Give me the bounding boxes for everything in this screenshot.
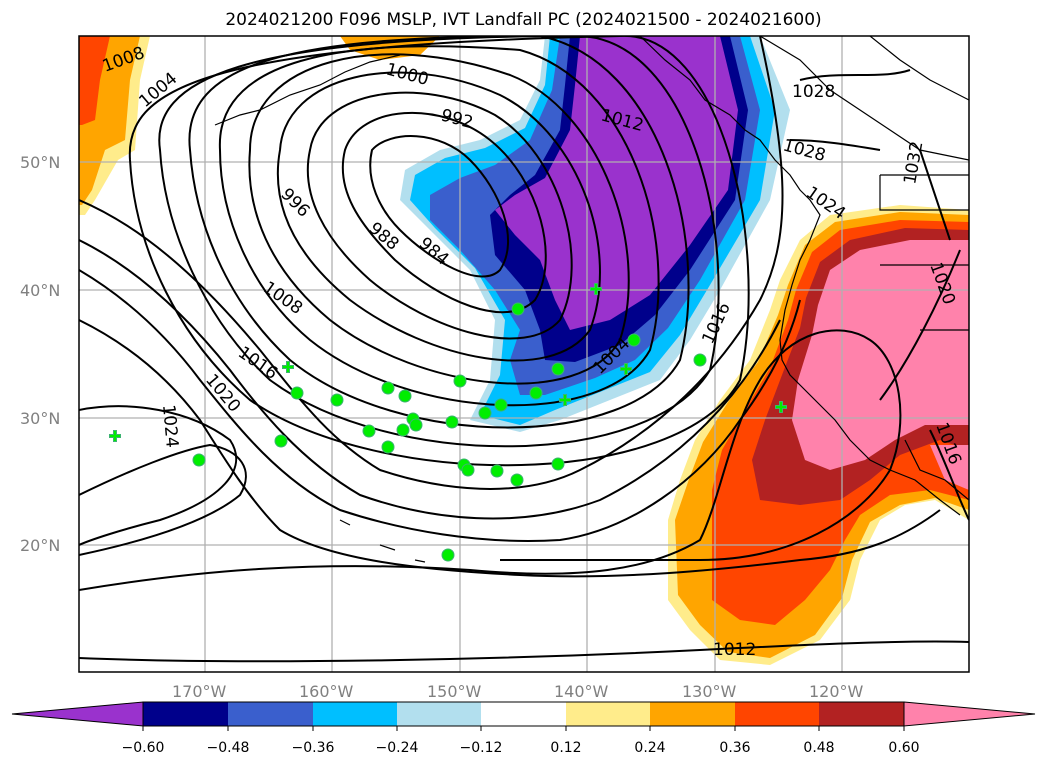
anomaly-fill-nw-red xyxy=(79,36,110,125)
map-frame xyxy=(78,35,970,673)
station-marker xyxy=(330,393,344,407)
colorbar-tick-label: 0.24 xyxy=(634,740,665,756)
colorbar-segment xyxy=(143,702,228,726)
contour-label: 1012 xyxy=(713,640,756,660)
station-marker xyxy=(511,302,525,316)
colorbar-tick-label: 0.36 xyxy=(719,740,750,756)
station-marker xyxy=(441,548,455,562)
station-marker xyxy=(490,464,504,478)
colorbar-segment xyxy=(566,702,650,726)
latitude-tick-labels: 20°N 30°N 40°N 50°N xyxy=(20,153,60,555)
station-marker xyxy=(551,362,565,376)
colorbar-extend-low xyxy=(11,701,144,727)
colorbar-segment xyxy=(735,702,819,726)
station-marker xyxy=(362,424,376,438)
station-marker xyxy=(494,398,508,412)
colorbar-tick-label: 0.48 xyxy=(803,740,834,756)
colorbar-frame xyxy=(142,701,905,727)
colorbar-tick-label: −0.36 xyxy=(292,740,335,756)
station-marker xyxy=(409,418,423,432)
map-title: 2024021200 F096 MSLP, IVT Landfall PC (2… xyxy=(225,10,822,30)
station-marker xyxy=(551,457,565,471)
longitude-tick-labels: 170°W 160°W 150°W 140°W 130°W 120°W xyxy=(172,682,864,701)
colorbar-tick-label: −0.48 xyxy=(207,740,250,756)
colorbar: −0.60 −0.48 −0.36 −0.24 −0.12 0.12 0.24 … xyxy=(11,701,1036,756)
lon-tick-label: 150°W xyxy=(427,682,482,701)
colorbar-segment xyxy=(481,702,566,726)
colorbar-tick-marks xyxy=(142,726,905,731)
colorbar-tick-label: 0.60 xyxy=(888,740,919,756)
station-markers xyxy=(109,283,787,562)
station-marker xyxy=(453,374,467,388)
colorbar-tick-label: −0.60 xyxy=(122,740,165,756)
station-marker xyxy=(381,440,395,454)
mslp-contours xyxy=(79,36,969,663)
colorbar-segment xyxy=(313,702,397,726)
colorbar-extend-high xyxy=(903,701,1036,727)
colorbar-segment xyxy=(228,702,313,726)
lon-tick-label: 140°W xyxy=(554,682,609,701)
colorbar-segment xyxy=(819,702,904,726)
station-marker xyxy=(396,423,410,437)
colorbar-tick-label: 0.12 xyxy=(550,740,581,756)
colorbar-tick-label: −0.24 xyxy=(376,740,419,756)
station-marker xyxy=(693,353,707,367)
station-marker xyxy=(478,406,492,420)
contour-label: 1028 xyxy=(792,82,835,102)
station-marker xyxy=(192,453,206,467)
map-plot-area: 1008 1004 1000 992 1012 1028 1028 1032 1… xyxy=(79,36,969,672)
lon-tick-label: 120°W xyxy=(809,682,864,701)
colorbar-segment xyxy=(397,702,481,726)
lon-tick-label: 170°W xyxy=(172,682,227,701)
contour-label: 1024 xyxy=(158,404,182,449)
station-cross-marker-core xyxy=(110,284,786,441)
station-marker xyxy=(274,434,288,448)
lat-tick-label: 50°N xyxy=(20,153,60,172)
lat-tick-label: 20°N xyxy=(20,536,60,555)
station-marker xyxy=(381,381,395,395)
colorbar-segment xyxy=(650,702,735,726)
lat-tick-label: 40°N xyxy=(20,281,60,300)
station-marker xyxy=(445,415,459,429)
lon-tick-label: 160°W xyxy=(299,682,354,701)
station-marker xyxy=(290,386,304,400)
lat-tick-label: 30°N xyxy=(20,409,60,428)
colorbar-tick-label: −0.12 xyxy=(460,740,503,756)
station-marker xyxy=(398,389,412,403)
anomaly-fill-se-pink xyxy=(792,240,969,470)
station-marker xyxy=(510,473,524,487)
lon-tick-label: 130°W xyxy=(682,682,737,701)
station-marker xyxy=(529,386,543,400)
station-marker xyxy=(627,333,641,347)
anomaly-fill-se-pink-lobe xyxy=(930,445,969,490)
station-marker xyxy=(461,463,475,477)
